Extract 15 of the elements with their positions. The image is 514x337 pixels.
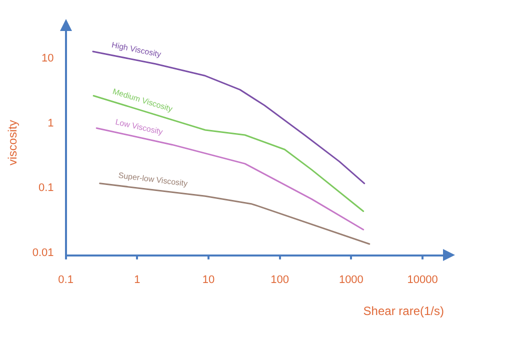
y-tick-label: 0.1 (38, 182, 54, 194)
y-tick-label: 10 (42, 52, 54, 64)
x-axis-title: Shear rare(1/s) (363, 304, 444, 318)
x-tick-label: 100 (270, 274, 290, 286)
text: Super-low Viscosity (118, 170, 188, 188)
text: High Viscosity (110, 40, 162, 60)
x-tick-label: 10 (202, 274, 215, 286)
x-tick-label: 1000 (338, 274, 364, 286)
x-tick-label: 1 (134, 274, 140, 286)
x-tick-label: 0.1 (58, 274, 74, 286)
text: Low Viscosity (114, 117, 164, 137)
x-tick-label: 10000 (407, 274, 438, 286)
y-axis-title: viscosity (6, 120, 20, 166)
y-tick-label: 1 (48, 117, 54, 130)
y-tick-label: 0.01 (32, 246, 54, 259)
